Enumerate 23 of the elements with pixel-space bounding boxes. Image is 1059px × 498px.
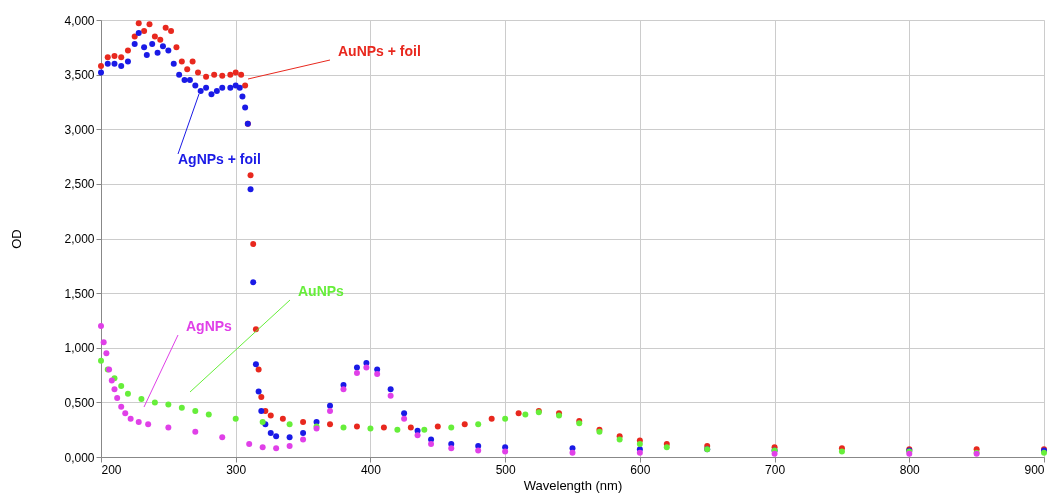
- x-tick-label: 300: [226, 462, 247, 477]
- text: AuNPs: [298, 283, 345, 299]
- x-tick-label: 400: [360, 462, 382, 477]
- y-tick-label: 1,000: [64, 341, 95, 356]
- series-label: AgNPs + foil: [178, 151, 261, 167]
- x-tick-label: 500: [495, 462, 516, 477]
- y-tick-label: 4,000: [64, 13, 95, 28]
- y-tick-label: 3,500: [64, 68, 95, 83]
- y-axis-title: OD: [9, 229, 25, 249]
- y-tick-label: 2,500: [64, 177, 95, 192]
- x-tick-label: 600: [630, 462, 651, 477]
- y-tick-label: 2,000: [64, 232, 95, 246]
- x-tick-label: 900: [1024, 462, 1045, 477]
- x-axis-title: Wavelength (nm): [523, 477, 623, 493]
- y-tick-label: 1,500: [64, 286, 95, 301]
- y-tick-label: 0,500: [64, 395, 95, 410]
- y-tick-label: 3,000: [64, 122, 95, 137]
- text: AuNPs + foil: [338, 43, 421, 59]
- text: AgNPs: [186, 318, 233, 334]
- x-tick-label: 800: [899, 462, 921, 477]
- x-tick-label: 700: [765, 462, 786, 477]
- x-tick-label: 200: [101, 462, 122, 477]
- y-tick-label: 0,000: [64, 450, 95, 465]
